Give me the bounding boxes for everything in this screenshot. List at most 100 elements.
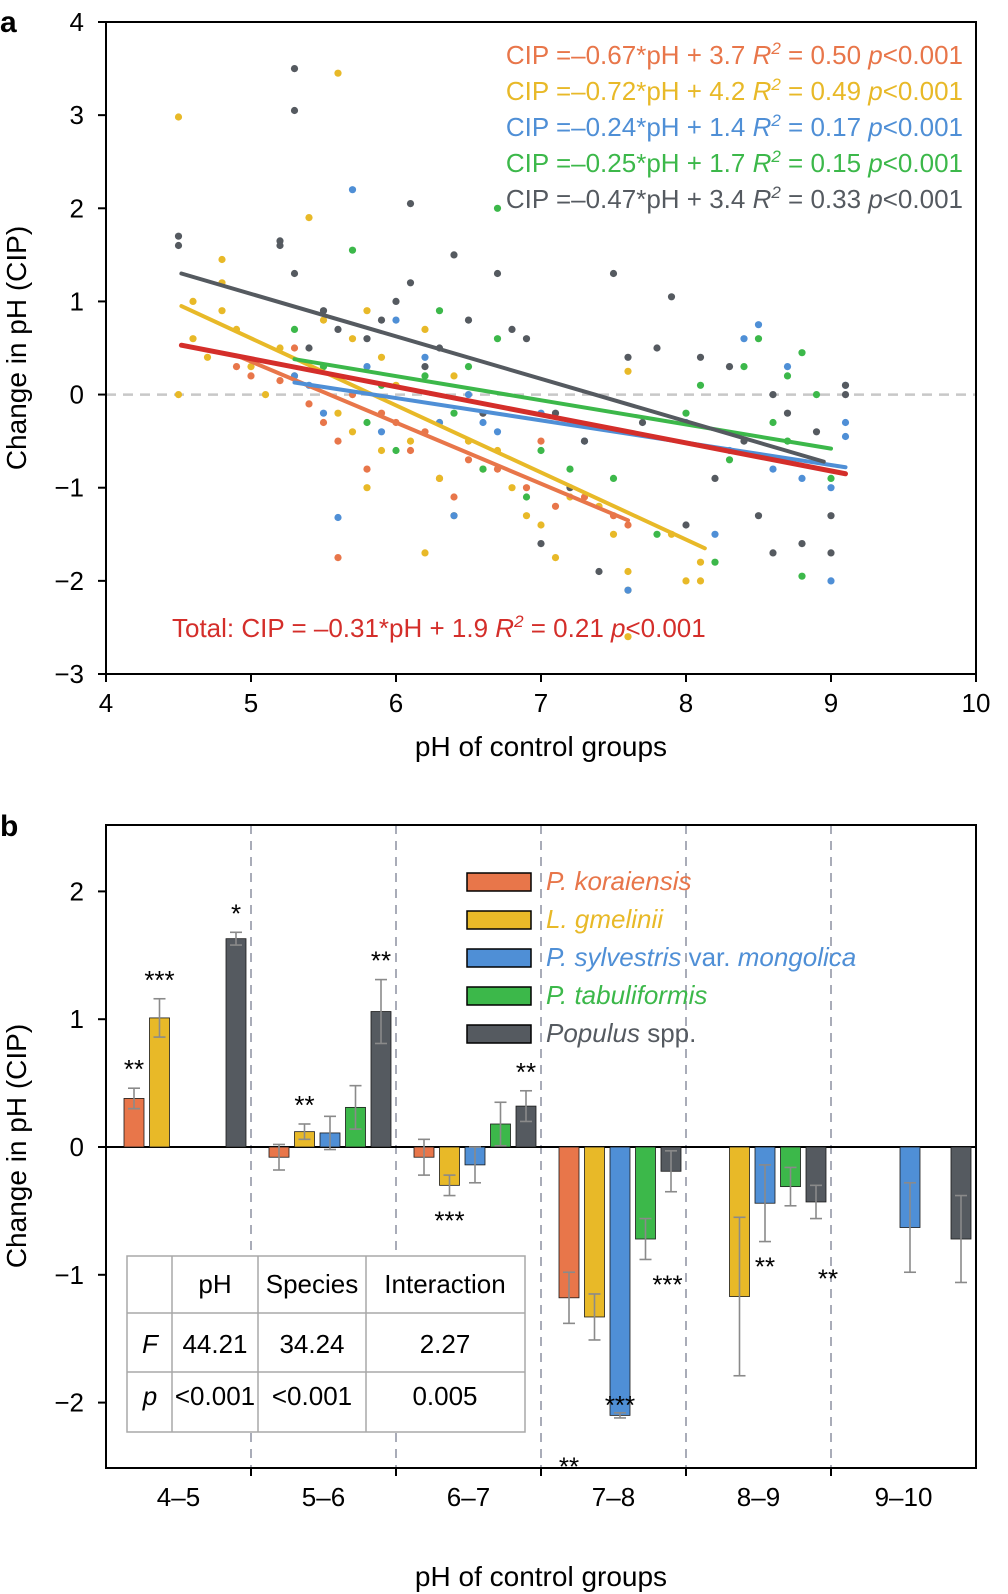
point-p-tabuliformis xyxy=(493,204,502,212)
y-tick-label: 3 xyxy=(70,100,84,130)
equation-p-tabuliformis: CIP =–0.25*pH + 1.7 R2 = 0.15 p<0.001 xyxy=(506,147,963,178)
significance-label: *** xyxy=(652,1269,682,1299)
point-l-gmelinii xyxy=(189,335,197,343)
point-p-sylvestris-var-mongolica xyxy=(783,363,792,371)
point-p-koraiensis xyxy=(450,493,458,501)
point-l-gmelinii xyxy=(522,512,531,520)
point-p-tabuliformis xyxy=(653,530,661,538)
point-populus-spp xyxy=(711,474,719,482)
point-p-tabuliformis xyxy=(725,456,734,464)
y-axis-ticks-b: 2 1 0 −1 −2 xyxy=(54,876,106,1418)
point-l-gmelinii xyxy=(203,353,212,361)
y-tick-label-b: −2 xyxy=(54,1388,84,1418)
point-p-sylvestris-var-mongolica xyxy=(798,474,806,482)
point-populus-spp xyxy=(522,335,531,343)
equation-total: Total: CIP = –0.31*pH + 1.9 R2 = 0.21 p<… xyxy=(172,612,706,643)
point-populus-spp xyxy=(725,363,734,371)
point-populus-spp xyxy=(421,363,429,371)
category-label: 8–9 xyxy=(737,1482,780,1512)
point-l-gmelinii xyxy=(551,554,560,562)
significance-label: ** xyxy=(294,1090,314,1120)
point-l-gmelinii xyxy=(319,316,328,324)
point-p-koraiensis xyxy=(464,456,473,464)
point-l-gmelinii xyxy=(450,372,458,380)
point-p-koraiensis xyxy=(276,377,284,385)
significance-label: ** xyxy=(124,1054,144,1084)
point-l-gmelinii xyxy=(624,367,632,375)
panel-b: ************************* ** 210−1−2 4–5 5… xyxy=(1,824,977,1592)
fit-line-l-gmelinii xyxy=(179,304,707,551)
point-populus-spp xyxy=(754,512,763,520)
point-l-gmelinii xyxy=(377,353,386,361)
x-tick-label: 9 xyxy=(824,688,838,718)
y-tick-label-b: 2 xyxy=(70,876,84,906)
anova-row-label-f: F xyxy=(142,1329,160,1359)
point-p-koraiensis xyxy=(334,554,342,562)
point-l-gmelinii xyxy=(406,437,415,445)
point-populus-spp xyxy=(290,65,299,73)
point-p-sylvestris-var-mongolica xyxy=(827,577,835,585)
point-populus-spp xyxy=(682,521,690,529)
y-tick-label: 1 xyxy=(70,286,84,316)
point-p-tabuliformis xyxy=(566,465,574,473)
point-populus-spp xyxy=(334,325,342,333)
point-l-gmelinii xyxy=(348,428,357,436)
y-tick-label-b: 0 xyxy=(70,1132,84,1162)
point-p-sylvestris-var-mongolica xyxy=(363,363,371,371)
point-populus-spp xyxy=(406,200,415,208)
point-p-tabuliformis xyxy=(609,474,618,482)
panel-a-label: a xyxy=(0,6,17,39)
legend-label-p-tabuliformis: P. tabuliformis xyxy=(546,980,707,1010)
point-p-tabuliformis xyxy=(696,381,705,389)
point-l-gmelinii xyxy=(682,577,690,585)
anova-cell: <0.001 xyxy=(272,1381,352,1411)
y-tick-label: 0 xyxy=(70,380,84,410)
point-populus-spp xyxy=(827,549,835,557)
point-populus-spp xyxy=(595,567,603,576)
equation-l-gmelinii: CIP =–0.72*pH + 4.2 R2 = 0.49 p<0.001 xyxy=(506,75,963,106)
point-populus-spp xyxy=(696,353,705,361)
point-l-gmelinii xyxy=(174,391,183,399)
point-p-sylvestris-var-mongolica xyxy=(827,484,835,492)
point-populus-spp xyxy=(290,269,299,278)
point-p-sylvestris-var-mongolica xyxy=(740,335,748,343)
significance-label: *** xyxy=(605,1390,635,1420)
y-tick-label-b: 1 xyxy=(70,1004,84,1034)
point-p-sylvestris-var-mongolica xyxy=(348,186,357,194)
point-populus-spp xyxy=(827,512,835,520)
point-p-tabuliformis xyxy=(769,418,777,427)
point-l-gmelinii xyxy=(247,363,255,371)
point-populus-spp xyxy=(174,241,183,250)
point-populus-spp xyxy=(769,391,777,399)
x-axis-label: pH of control groups xyxy=(415,731,667,762)
point-p-sylvestris-var-mongolica xyxy=(479,418,487,427)
point-p-sylvestris-var-mongolica xyxy=(421,353,429,361)
point-p-tabuliformis xyxy=(827,474,835,482)
significance-label: ** xyxy=(559,1451,579,1481)
y-tick-label: −2 xyxy=(54,566,84,596)
legend-swatch-p-koraiensis xyxy=(466,872,532,892)
point-l-gmelinii xyxy=(174,113,183,121)
equation-p-koraiensis: CIP =–0.67*pH + 3.7 R2 = 0.50 p<0.001 xyxy=(506,39,963,70)
point-populus-spp xyxy=(406,279,415,287)
point-l-gmelinii xyxy=(377,446,386,455)
point-l-gmelinii xyxy=(696,577,705,585)
category-label: 6–7 xyxy=(447,1482,490,1512)
point-populus-spp xyxy=(653,344,661,352)
point-l-gmelinii xyxy=(218,307,226,315)
anova-header-ph: pH xyxy=(198,1269,231,1299)
legend-swatch-populus xyxy=(466,1024,532,1044)
point-p-tabuliformis xyxy=(421,372,429,380)
point-populus-spp xyxy=(276,241,284,250)
point-populus-spp xyxy=(464,316,473,324)
point-p-koraiensis xyxy=(290,344,299,352)
point-p-koraiensis xyxy=(537,437,545,445)
point-l-gmelinii xyxy=(334,409,342,417)
significance-label: *** xyxy=(144,965,174,995)
point-p-koraiensis xyxy=(624,521,632,529)
point-p-sylvestris-var-mongolica xyxy=(334,513,342,522)
equation-populus: CIP =–0.47*pH + 3.4 R2 = 0.33 p<0.001 xyxy=(506,183,963,214)
y-axis-label-b: Change in pH (CIP) xyxy=(1,1024,32,1268)
regression-lines xyxy=(178,271,848,551)
